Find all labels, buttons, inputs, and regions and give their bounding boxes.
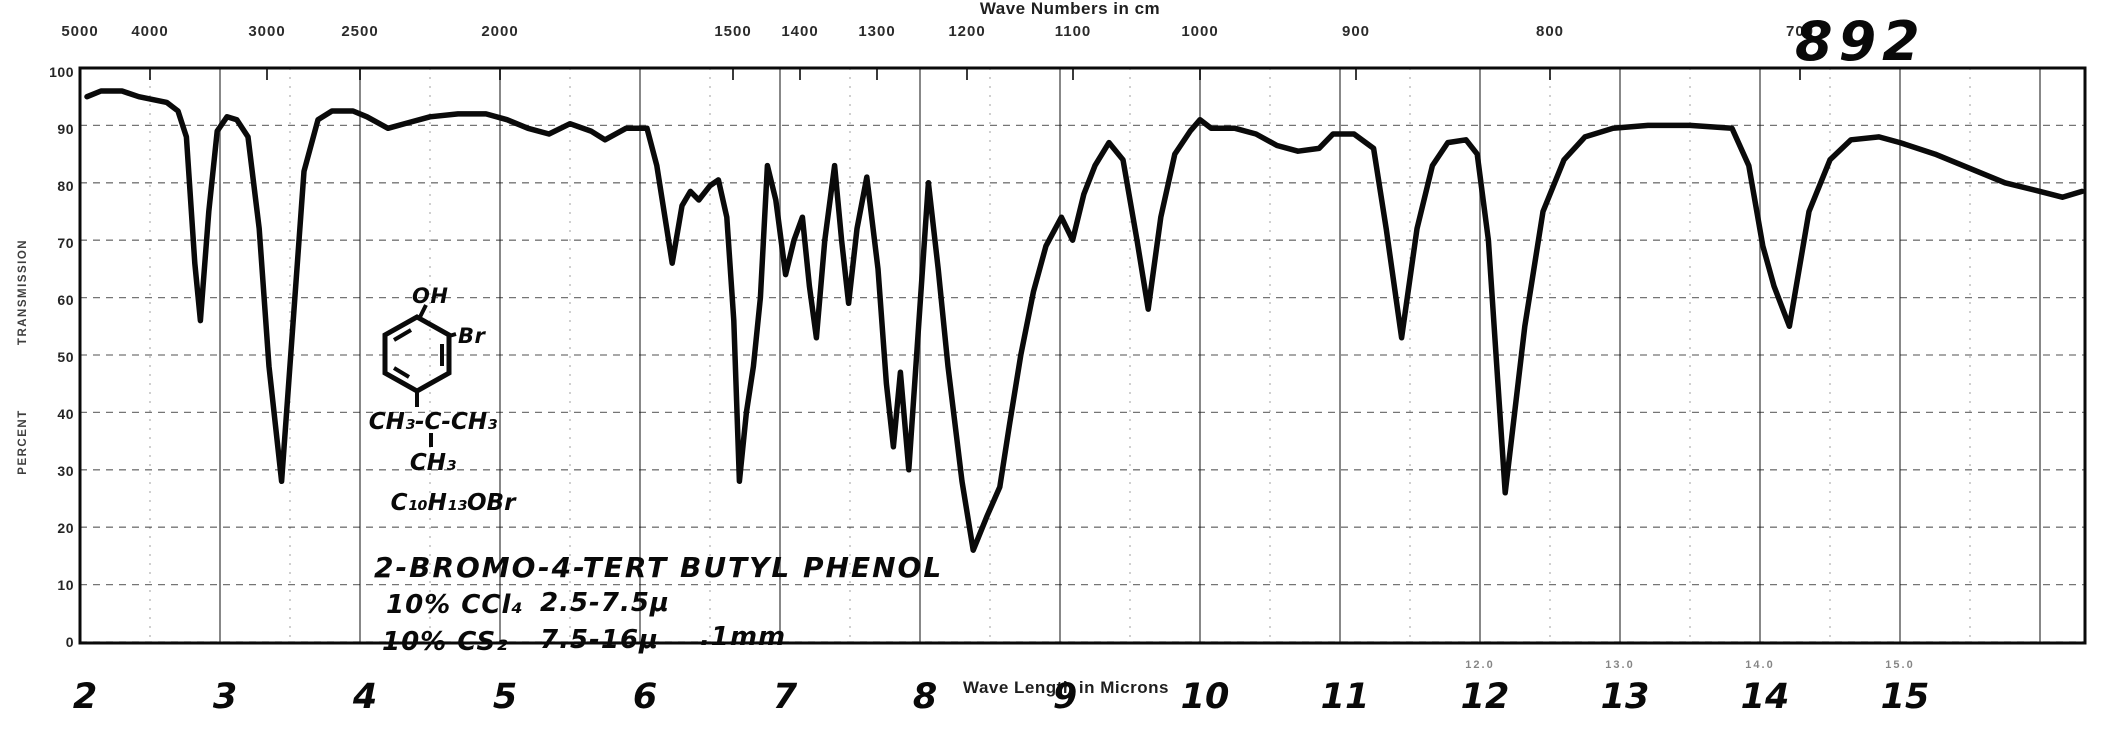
wn-label-800: 800 <box>1536 23 1564 40</box>
structure-ch3-label: CH₃ <box>410 450 456 476</box>
wavenumber-labels: 5000 4000 3000 2500 2000 1500 1400 1300 … <box>61 23 1814 40</box>
y-label-70: 70 <box>57 235 74 251</box>
micron-label-3: 3 <box>213 677 237 717</box>
wn-label-1300: 1300 <box>858 23 895 40</box>
printed-micron-15: 15.0 <box>1885 659 1914 671</box>
structure-br-label: Br <box>458 324 487 348</box>
chemical-structure: OH Br CH₃-C-CH₃ CH₃ C₁₀H₁₃OBr <box>369 284 517 516</box>
wn-label-3000: 3000 <box>248 23 285 40</box>
solvent-1-range: 2.5-7.5μ <box>540 588 670 618</box>
printed-micron-14: 14.0 <box>1745 659 1774 671</box>
wn-label-900: 900 <box>1342 23 1370 40</box>
benzene-double-bonds <box>392 328 444 379</box>
solvent-1: 10% CCl₄ <box>386 590 524 620</box>
micron-label-10: 10 <box>1181 677 1230 717</box>
y-label-50: 50 <box>57 349 74 365</box>
solvent-2: 10% CS₂ <box>382 627 509 657</box>
wn-label-1200: 1200 <box>948 23 985 40</box>
spectrum-curve <box>84 88 2085 553</box>
y-label-60: 60 <box>57 292 74 308</box>
micron-label-9: 9 <box>1053 677 1077 717</box>
micron-label-5: 5 <box>493 677 517 717</box>
y-axis-title-percent: PERCENT <box>17 409 29 474</box>
structure-bonds <box>415 304 457 447</box>
micron-label-15: 15 <box>1881 677 1930 717</box>
micron-label-6: 6 <box>633 677 657 717</box>
micron-label-7: 7 <box>773 677 798 717</box>
wn-label-2000: 2000 <box>481 23 518 40</box>
spectrum-number: 892 <box>1795 10 1926 73</box>
cell-path-length: .1mm <box>700 622 786 652</box>
wn-label-2500: 2500 <box>341 23 378 40</box>
printed-micron-labels: 12.0 13.0 14.0 15.0 <box>1465 659 1914 671</box>
micron-label-11: 11 <box>1321 677 1370 717</box>
wn-label-700: 700 <box>1786 23 1814 40</box>
wn-label-1000: 1000 <box>1181 23 1218 40</box>
micron-label-2: 2 <box>73 677 97 717</box>
micron-label-4: 4 <box>352 677 377 717</box>
transmission-labels: 100 90 80 70 60 50 40 30 20 10 0 <box>49 64 74 650</box>
wn-label-1400: 1400 <box>781 23 818 40</box>
y-label-20: 20 <box>57 520 74 536</box>
y-label-80: 80 <box>57 178 74 194</box>
wn-label-5000: 5000 <box>61 23 98 40</box>
micron-label-14: 14 <box>1741 677 1790 717</box>
y-label-90: 90 <box>57 121 74 137</box>
structure-tbutyl-label: CH₃-C-CH₃ <box>369 409 497 435</box>
micron-labels: 2 3 4 5 6 7 8 9 10 11 12 13 14 15 <box>73 677 1930 717</box>
y-axis-title-transmission: TRANSMISSION <box>17 239 29 345</box>
y-label-40: 40 <box>57 406 74 422</box>
sample-annotations: 2-BROMO-4-TERT BUTYL PHENOL 10% CCl₄ 2.5… <box>374 551 943 657</box>
structure-oh-label: OH <box>412 284 448 308</box>
bottom-axis-title: Wave Length in Microns <box>963 678 1169 697</box>
wn-label-4000: 4000 <box>131 23 168 40</box>
y-label-10: 10 <box>57 577 74 593</box>
printed-micron-13: 13.0 <box>1605 659 1634 671</box>
y-label-30: 30 <box>57 463 74 479</box>
micron-label-8: 8 <box>913 677 937 717</box>
plot-border <box>78 66 2087 645</box>
wn-label-1500: 1500 <box>714 23 751 40</box>
solvent-2-range: 7.5-16μ <box>540 625 659 655</box>
y-label-0: 0 <box>66 634 74 650</box>
benzene-ring <box>382 314 452 394</box>
top-axis-title: Wave Numbers in cm <box>980 0 1160 18</box>
molecular-formula: C₁₀H₁₃OBr <box>391 490 518 516</box>
wn-label-1100: 1100 <box>1055 23 1092 40</box>
compound-name: 2-BROMO-4-TERT BUTYL PHENOL <box>374 551 943 584</box>
micron-label-12: 12 <box>1461 677 1510 717</box>
y-label-100: 100 <box>49 64 74 80</box>
printed-micron-12: 12.0 <box>1465 659 1494 671</box>
micron-label-13: 13 <box>1601 677 1650 717</box>
